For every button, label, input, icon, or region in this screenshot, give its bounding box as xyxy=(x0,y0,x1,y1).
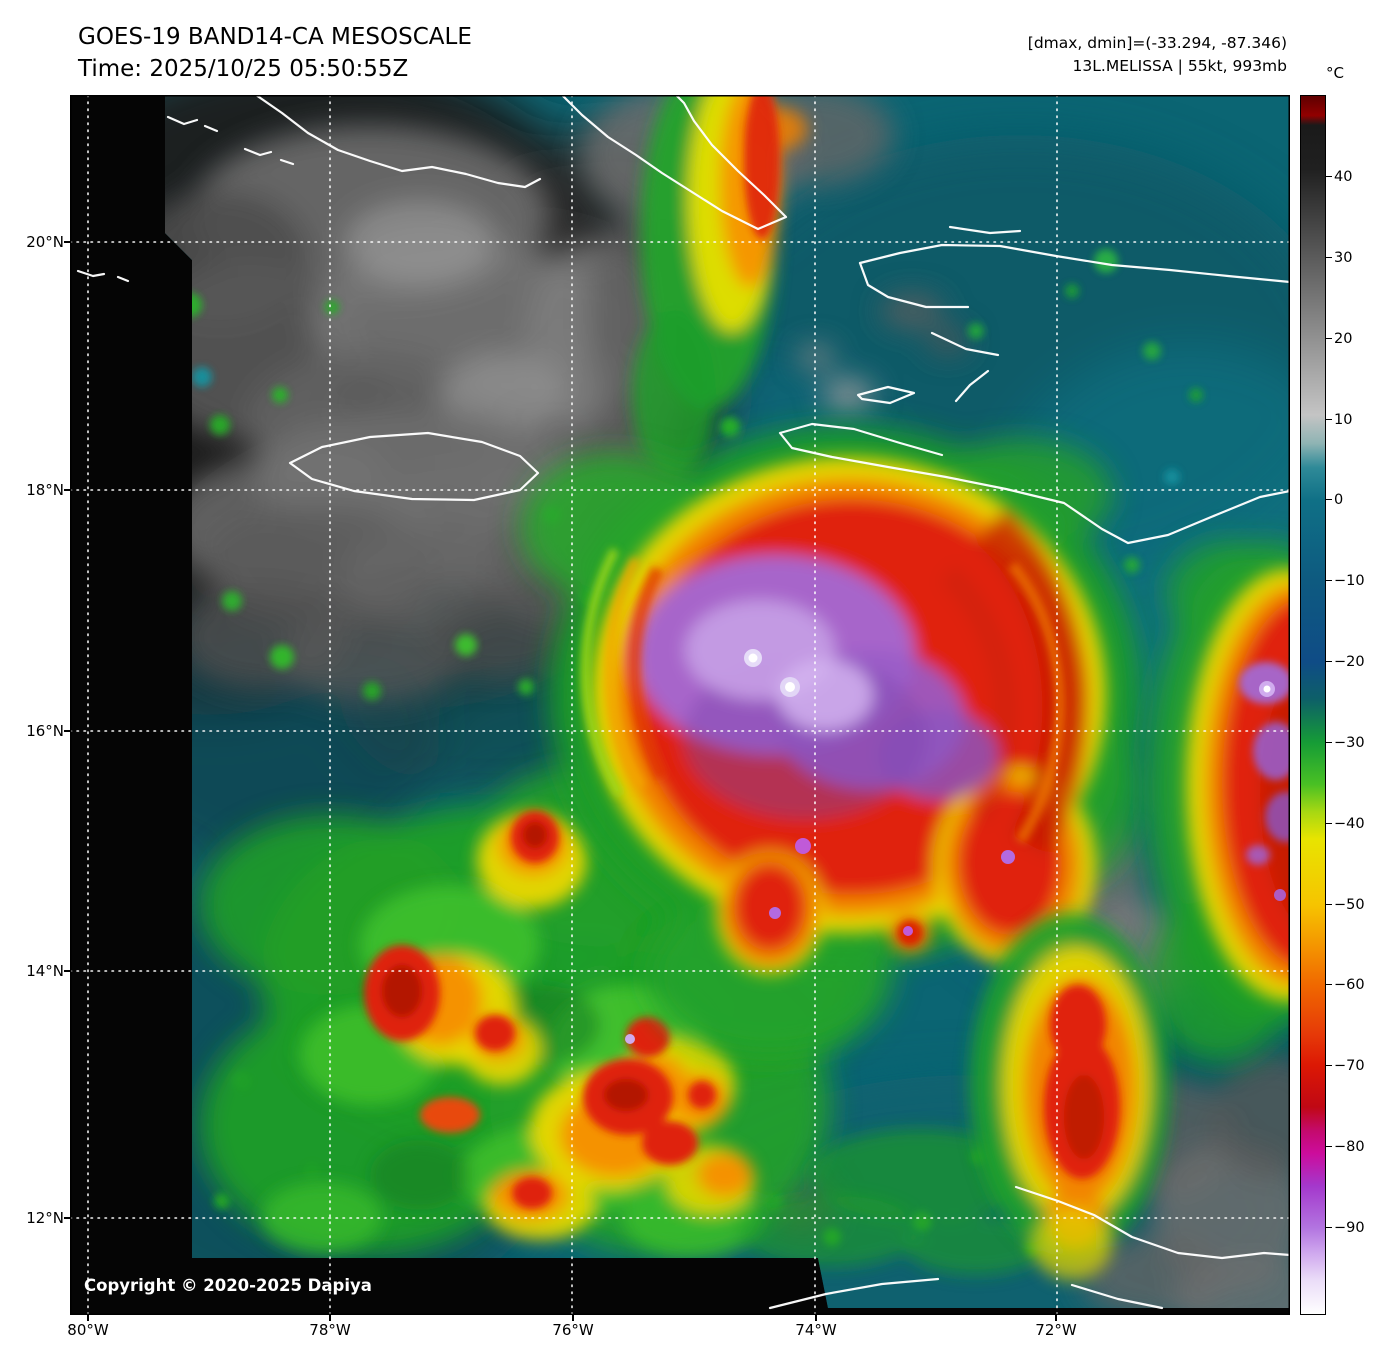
top-convective-band xyxy=(632,95,807,480)
colorbar-tick: 40 xyxy=(1325,169,1353,185)
colorbar-tick: −60 xyxy=(1326,977,1365,993)
colorbar-tick: 20 xyxy=(1325,331,1353,347)
coast-gonave xyxy=(856,385,916,405)
colorbar xyxy=(1300,95,1326,1315)
right-edge-system xyxy=(1148,541,1290,1062)
page-title: GOES-19 BAND14-CA MESOSCALE xyxy=(78,24,472,50)
range-readout: [dmax, dmin]=(-33.294, -87.346) xyxy=(1027,34,1287,52)
lat-label-20n: 20°N xyxy=(26,233,64,251)
colorbar-tick: −10 xyxy=(1326,573,1365,589)
imagery-layer xyxy=(165,95,1290,1308)
axis-tick xyxy=(64,730,70,732)
coast-hispaniola-north xyxy=(858,243,1290,284)
lon-label-76w: 76°W xyxy=(552,1321,594,1339)
colorbar-unit: °C xyxy=(1326,64,1344,82)
coast-hispaniola-south xyxy=(778,422,1290,545)
lon-label-72w: 72°W xyxy=(1035,1321,1077,1339)
colorbar-tick: −90 xyxy=(1326,1220,1365,1236)
coast-jamaica xyxy=(288,431,540,502)
satellite-image xyxy=(70,95,1290,1315)
hurricane xyxy=(520,427,1142,1057)
colorbar-tick: 0 xyxy=(1325,492,1344,508)
axis-tick xyxy=(64,970,70,972)
timestamp: Time: 2025/10/25 05:50:55Z xyxy=(78,56,409,82)
axis-tick xyxy=(87,1315,89,1321)
readout-block: [dmax, dmin]=(-33.294, -87.346) 13L.MELI… xyxy=(1028,32,1287,78)
lon-label-80w: 80°W xyxy=(67,1321,109,1339)
axis-tick xyxy=(64,489,70,491)
colorbar-tick: 30 xyxy=(1325,250,1353,266)
colorbar-tick: −20 xyxy=(1326,654,1365,670)
colorbar-tick: −50 xyxy=(1326,897,1365,913)
coast-cuba-east xyxy=(560,95,788,231)
axis-tick xyxy=(1055,1315,1057,1321)
colorbar-tick: −70 xyxy=(1326,1058,1365,1074)
colorbar-tick: −80 xyxy=(1326,1139,1365,1155)
lat-label-12n: 12°N xyxy=(26,1209,64,1227)
copyright-label: Copyright © 2020-2025 Dapiya xyxy=(84,1276,372,1295)
coast-cuba xyxy=(254,95,542,189)
axis-tick xyxy=(572,1315,574,1321)
colorbar-tick: 10 xyxy=(1325,412,1353,428)
lon-label-78w: 78°W xyxy=(309,1321,351,1339)
bottom-right-system xyxy=(970,913,1170,1280)
lat-label-18n: 18°N xyxy=(26,481,64,499)
coast-cays xyxy=(76,115,295,283)
coast-haiti-claw xyxy=(858,261,1000,403)
lat-label-14n: 14°N xyxy=(26,962,64,980)
axis-tick xyxy=(815,1315,817,1321)
colorbar-tick: −30 xyxy=(1326,735,1365,751)
storm-readout: 13L.MELISSA | 55kt, 993mb xyxy=(1072,57,1287,75)
lon-label-74w: 74°W xyxy=(795,1321,837,1339)
satellite-map: Copyright © 2020-2025 Dapiya xyxy=(70,95,1290,1315)
gridlines xyxy=(70,95,1290,1315)
coast-south-america xyxy=(768,1185,1290,1310)
axis-tick xyxy=(64,1217,70,1219)
map-frame xyxy=(70,95,1290,1315)
axis-tick xyxy=(329,1315,331,1321)
coastlines xyxy=(76,95,1290,1310)
coast-tortuga xyxy=(948,225,1022,235)
lat-label-16n: 16°N xyxy=(26,722,64,740)
axis-tick xyxy=(64,241,70,243)
colorbar-tick: −40 xyxy=(1326,816,1365,832)
